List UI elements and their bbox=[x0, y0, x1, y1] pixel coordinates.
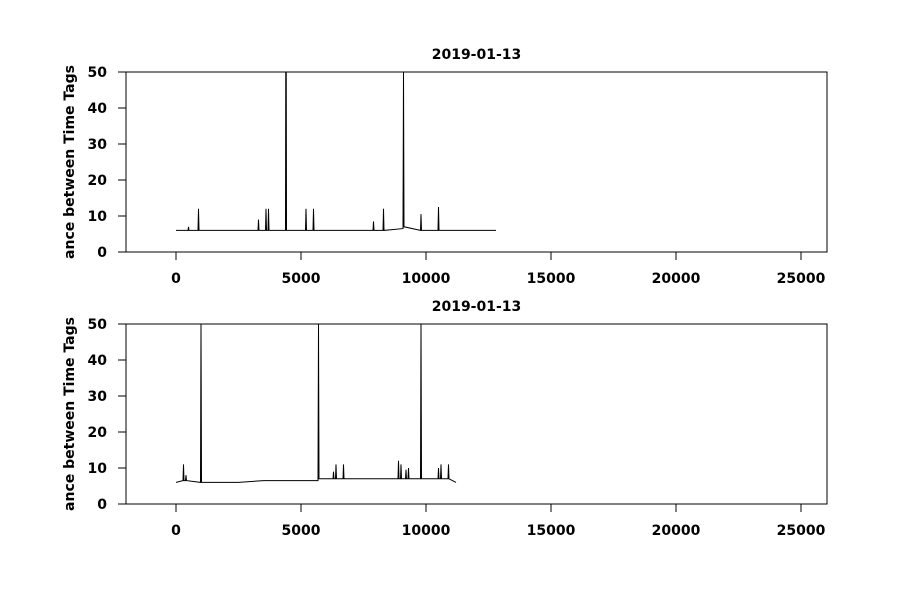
chart-title: 2019-01-13 bbox=[432, 47, 522, 63]
y-tick-label: 50 bbox=[88, 317, 108, 333]
x-tick-label: 15000 bbox=[527, 271, 576, 287]
y-axis-label: ance between Time Tags bbox=[62, 65, 78, 259]
y-tick-label: 0 bbox=[97, 245, 107, 261]
x-tick-label: 0 bbox=[171, 523, 181, 539]
data-line bbox=[175, 323, 457, 483]
y-tick-label: 40 bbox=[88, 101, 108, 117]
x-tick-label: 20000 bbox=[652, 271, 701, 287]
y-tick-label: 20 bbox=[88, 425, 108, 441]
chart-title: 2019-01-13 bbox=[432, 299, 522, 315]
x-tick-label: 10000 bbox=[402, 271, 451, 287]
x-tick-label: 0 bbox=[171, 271, 181, 287]
plot-frame bbox=[125, 323, 828, 505]
x-tick-label: 15000 bbox=[527, 523, 576, 539]
y-tick-label: 50 bbox=[88, 65, 108, 81]
y-tick-label: 10 bbox=[88, 461, 108, 477]
y-tick-label: 40 bbox=[88, 353, 108, 369]
x-tick-label: 5000 bbox=[282, 523, 321, 539]
x-tick-label: 20000 bbox=[652, 523, 701, 539]
x-tick-label: 5000 bbox=[282, 271, 321, 287]
y-tick-label: 0 bbox=[97, 497, 107, 513]
x-tick-label: 25000 bbox=[777, 271, 826, 287]
y-tick-label: 20 bbox=[88, 173, 108, 189]
y-axis-label: ance between Time Tags bbox=[62, 317, 78, 511]
y-tick-label: 30 bbox=[88, 389, 108, 405]
x-tick-label: 10000 bbox=[402, 523, 451, 539]
x-tick-label: 25000 bbox=[777, 523, 826, 539]
data-line bbox=[176, 71, 496, 232]
y-tick-label: 30 bbox=[88, 137, 108, 153]
y-tick-label: 10 bbox=[88, 209, 108, 225]
plot-frame bbox=[125, 71, 828, 253]
